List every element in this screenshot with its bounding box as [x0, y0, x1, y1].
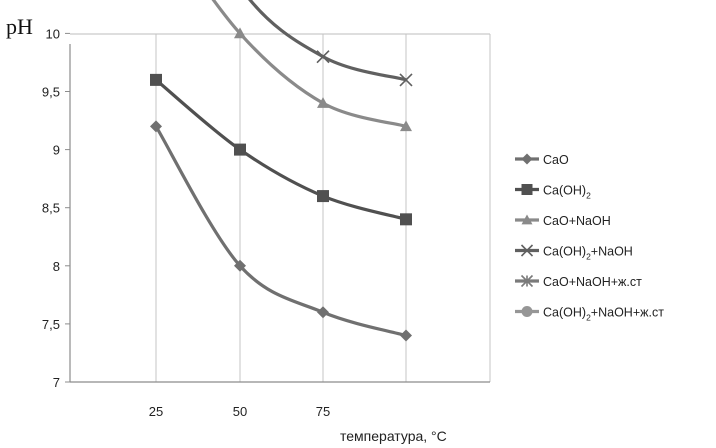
diamond-marker	[400, 329, 412, 342]
legend-label: CaO+NaOH+ж.ст	[543, 275, 642, 289]
triangle-marker	[317, 97, 329, 108]
y-tick-label: 9	[53, 143, 60, 158]
legend-label: CaO	[543, 153, 569, 167]
series-line	[154, 125, 407, 338]
diamond-marker	[521, 153, 533, 165]
legend-label: CaO+NaOH	[543, 214, 611, 228]
square-marker	[234, 143, 246, 156]
x-tick-label: 75	[316, 404, 330, 419]
legend-item: Ca(OH)2	[515, 184, 591, 201]
diamond-marker	[150, 120, 162, 133]
y-tick-label: 7	[53, 375, 60, 390]
legend-item: CaO	[515, 153, 569, 167]
square-marker	[317, 190, 329, 203]
legend-label: Ca(OH)2+NaOH+ж.ст	[543, 306, 664, 323]
x-tick-label: 50	[233, 404, 247, 419]
series-1	[150, 120, 412, 342]
y-axis-label: pH	[6, 14, 33, 39]
x-marker	[520, 244, 534, 257]
y-tick-label: 8,5	[42, 201, 60, 216]
y-tick-label: 8	[53, 259, 60, 274]
axes	[65, 32, 490, 383]
legend-item: CaO+NaOH+ж.ст	[515, 274, 642, 289]
legend-item: Ca(OH)2+NaOH	[515, 244, 633, 262]
series-line	[248, 0, 407, 82]
grid	[70, 33, 491, 382]
series-3	[211, 0, 412, 132]
diamond-marker	[234, 259, 246, 272]
series-line	[211, 0, 407, 128]
square-marker	[521, 184, 533, 195]
triangle-marker	[400, 120, 412, 132]
legend: CaO Ca(OH)2 CaO+NaOH Ca(OH)2+NaOH CaO+NaOH+ж…	[515, 153, 664, 323]
x-marker	[316, 50, 330, 64]
series-lines	[150, 0, 413, 342]
circle-marker	[521, 306, 533, 317]
diamond-marker	[317, 306, 329, 319]
square-marker	[400, 213, 412, 226]
series-line	[154, 78, 407, 221]
y-tick-label: 7,5	[42, 317, 60, 332]
legend-item: Ca(OH)2+NaOH+ж.ст	[515, 306, 664, 323]
y-tick-label: 9,5	[42, 85, 60, 100]
series-2	[150, 73, 412, 226]
star-marker	[520, 274, 534, 288]
triangle-marker	[234, 27, 246, 39]
x-tick-label: 25	[149, 404, 163, 419]
triangle-marker	[521, 214, 533, 225]
legend-item: CaO+NaOH	[515, 214, 611, 228]
tick-labels: 77,588,599,51010,51111,51212,5255075	[42, 26, 330, 419]
y-tick-label: 10	[46, 26, 60, 41]
legend-label: Ca(OH)2	[543, 184, 591, 201]
x-marker	[399, 73, 413, 87]
series-4	[248, 0, 413, 87]
square-marker	[150, 73, 162, 86]
x-axis-label: температура, °С	[340, 428, 447, 444]
legend-label: Ca(OH)2+NaOH	[543, 245, 633, 262]
